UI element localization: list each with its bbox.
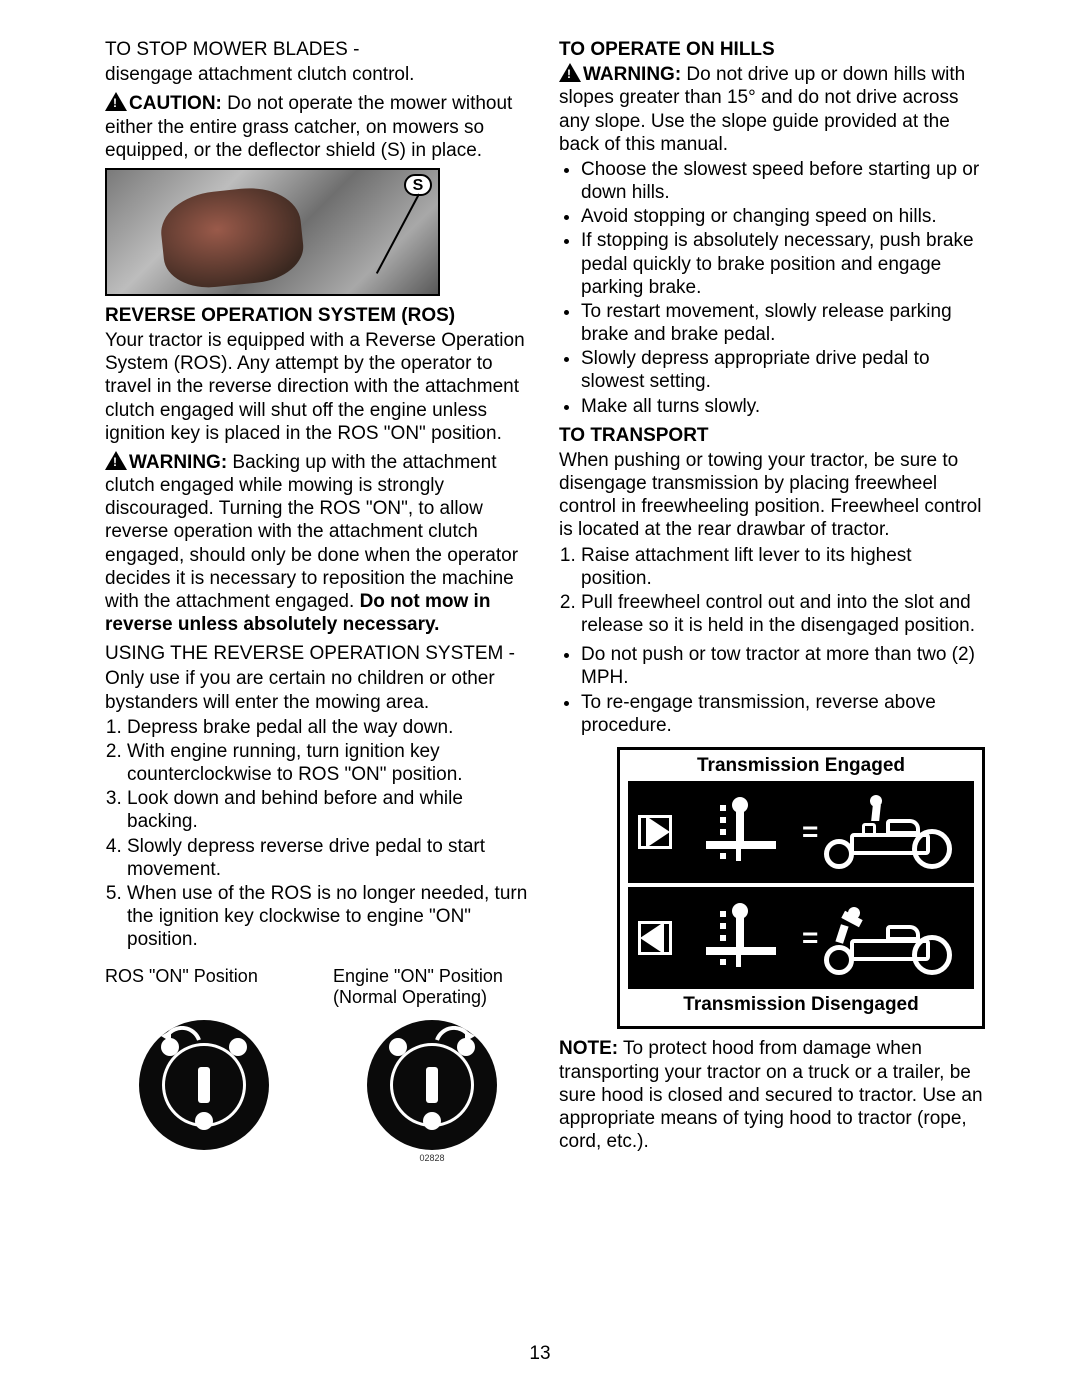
warning-text: Backing up with the attachment clutch en…	[105, 452, 518, 612]
right-column: TO OPERATE ON HILLS WARNING: Do not driv…	[559, 38, 985, 1155]
arrow-right-icon	[646, 816, 670, 848]
caution-block: CAUTION: Do not operate the mower withou…	[105, 92, 531, 162]
ignition-engine-label: Engine "ON" Position (Normal Operating)	[333, 966, 531, 1012]
list-item: Make all turns slowly.	[581, 395, 985, 418]
hills-warning-label: WARNING:	[583, 64, 681, 85]
caution-icon	[105, 92, 127, 111]
list-item: Depress brake pedal all the way down.	[127, 716, 531, 739]
ignition-engine-column: Engine "ON" Position (Normal Operating) …	[333, 966, 531, 1150]
transmission-engaged-panel: =	[628, 781, 974, 883]
s-callout-line	[376, 193, 420, 273]
two-column-layout: TO STOP MOWER BLADES - disengage attachm…	[105, 38, 985, 1155]
ignition-engine-label-1: Engine "ON" Position	[333, 966, 503, 986]
ros-steps-list: Depress brake pedal all the way down. Wi…	[105, 716, 531, 952]
warning-label: WARNING:	[129, 452, 227, 473]
stop-blades-heading: TO STOP MOWER BLADES -	[105, 38, 531, 61]
tractor-rider-icon	[816, 793, 964, 873]
list-item: Do not push or tow tractor at more than …	[581, 643, 985, 689]
list-item: If stopping is absolutely necessary, pus…	[581, 229, 985, 299]
ignition-engine-label-2: (Normal Operating)	[333, 987, 487, 1007]
ignition-ros-column: ROS "ON" Position	[105, 966, 303, 1150]
hills-warning-block: WARNING: Do not drive up or down hills w…	[559, 63, 985, 156]
transport-paragraph: When pushing or towing your tractor, be …	[559, 449, 985, 542]
list-item: When use of the ROS is no longer needed,…	[127, 882, 531, 952]
note-block: NOTE: To protect hood from damage when t…	[559, 1037, 985, 1153]
hills-heading: TO OPERATE ON HILLS	[559, 38, 985, 61]
transport-bullets: Do not push or tow tractor at more than …	[559, 643, 985, 737]
list-item: With engine running, turn ignition key c…	[127, 740, 531, 786]
warning-icon	[559, 63, 581, 82]
list-item: To re-engage transmission, reverse above…	[581, 691, 985, 737]
deflector-shield-image: S	[105, 168, 440, 296]
note-text: To protect hood from damage when transpo…	[559, 1038, 983, 1152]
ros-paragraph: Your tractor is equipped with a Reverse …	[105, 329, 531, 445]
transport-steps: Raise attachment lift lever to its highe…	[559, 544, 985, 638]
dial-dot-icon	[457, 1038, 475, 1056]
note-label: NOTE:	[559, 1038, 618, 1059]
stop-blades-text: disengage attachment clutch control.	[105, 63, 531, 86]
dial-dot-icon	[195, 1112, 213, 1130]
dial-dot-icon	[161, 1038, 179, 1056]
diagram-code: 02828	[419, 1153, 444, 1164]
left-column: TO STOP MOWER BLADES - disengage attachm…	[105, 38, 531, 1155]
list-item: Raise attachment lift lever to its highe…	[581, 544, 985, 590]
arrow-left-icon	[640, 922, 664, 954]
caution-label: CAUTION:	[129, 93, 222, 114]
using-heading: USING THE REVERSE OPERATION SYSTEM -	[105, 642, 531, 665]
ignition-dial-ros	[139, 1020, 269, 1150]
list-item: Slowly depress appropriate drive pedal t…	[581, 347, 985, 393]
list-item: Look down and behind before and while ba…	[127, 787, 531, 833]
tractor-push-icon	[816, 899, 964, 979]
hills-bullets: Choose the slowest speed before starting…	[559, 158, 985, 418]
transmission-engaged-title: Transmission Engaged	[628, 754, 974, 777]
transmission-disengaged-title: Transmission Disengaged	[628, 993, 974, 1016]
lever-icon	[706, 797, 786, 869]
list-item: Avoid stopping or changing speed on hill…	[581, 205, 985, 228]
transmission-diagram-box: Transmission Engaged = =	[617, 747, 985, 1029]
list-item: Slowly depress reverse drive pedal to st…	[127, 835, 531, 881]
dial-dot-icon	[423, 1112, 441, 1130]
lever-icon	[706, 903, 786, 975]
transmission-disengaged-panel: =	[628, 887, 974, 989]
dial-dot-icon	[389, 1038, 407, 1056]
ros-warning-block: WARNING: Backing up with the attachment …	[105, 451, 531, 636]
ignition-dial-engine: 02828	[367, 1020, 497, 1150]
ignition-positions-row: ROS "ON" Position Engine "ON" Position (…	[105, 966, 531, 1150]
ros-heading: REVERSE OPERATION SYSTEM (ROS)	[105, 304, 531, 327]
list-item: To restart movement, slowly release park…	[581, 300, 985, 346]
ignition-ros-label: ROS "ON" Position	[105, 966, 303, 1012]
dial-dot-icon	[229, 1038, 247, 1056]
page-number: 13	[0, 1343, 1080, 1365]
transport-heading: TO TRANSPORT	[559, 424, 985, 447]
list-item: Pull freewheel control out and into the …	[581, 591, 985, 637]
warning-icon	[105, 451, 127, 470]
list-item: Choose the slowest speed before starting…	[581, 158, 985, 204]
using-intro: Only use if you are certain no children …	[105, 667, 531, 713]
